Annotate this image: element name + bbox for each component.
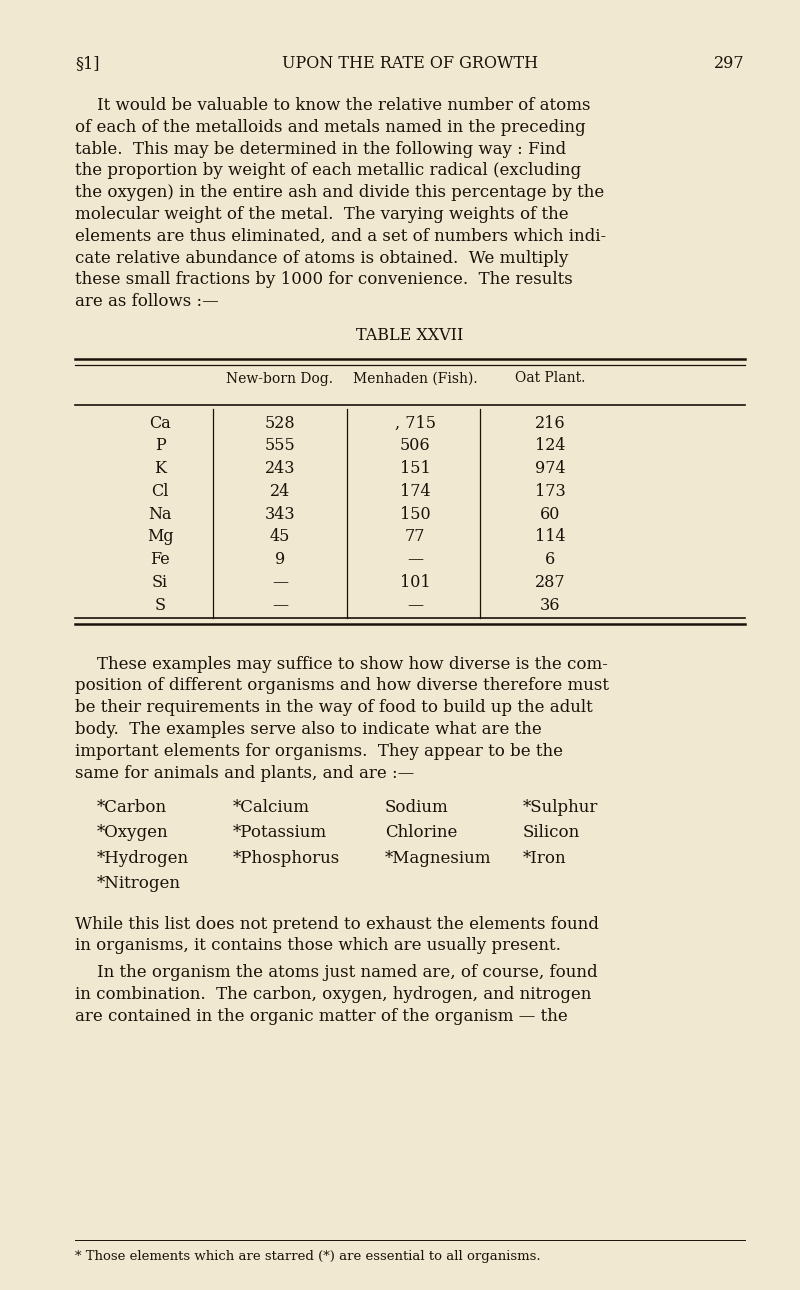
Text: Si: Si — [152, 574, 168, 591]
Text: Fe: Fe — [150, 551, 170, 569]
Text: While this list does not pretend to exhaust the elements found: While this list does not pretend to exha… — [75, 916, 599, 933]
Text: 216: 216 — [534, 414, 566, 431]
Text: elements are thus eliminated, and a set of numbers which indi-: elements are thus eliminated, and a set … — [75, 228, 606, 245]
Text: Chlorine: Chlorine — [385, 824, 458, 841]
Text: same for animals and plants, and are :—: same for animals and plants, and are :— — [75, 765, 414, 782]
Text: *Hydrogen: *Hydrogen — [97, 850, 189, 867]
Text: 555: 555 — [265, 437, 295, 454]
Text: These examples may suffice to show how diverse is the com-: These examples may suffice to show how d… — [97, 655, 608, 672]
Text: in organisms, it contains those which are usually present.: in organisms, it contains those which ar… — [75, 938, 561, 955]
Text: *Nitrogen: *Nitrogen — [97, 875, 181, 891]
Text: 114: 114 — [534, 529, 566, 546]
Text: In the organism the atoms just named are, of course, found: In the organism the atoms just named are… — [97, 964, 598, 982]
Text: 151: 151 — [400, 461, 430, 477]
Text: 297: 297 — [714, 55, 745, 72]
Text: *Oxygen: *Oxygen — [97, 824, 169, 841]
Text: Oat Plant.: Oat Plant. — [515, 372, 585, 386]
Text: 77: 77 — [405, 529, 426, 546]
Text: 974: 974 — [534, 461, 566, 477]
Text: are contained in the organic matter of the organism — the: are contained in the organic matter of t… — [75, 1007, 568, 1024]
Text: 150: 150 — [400, 506, 430, 522]
Text: 287: 287 — [534, 574, 566, 591]
Text: 243: 243 — [265, 461, 295, 477]
Text: *Phosphorus: *Phosphorus — [233, 850, 340, 867]
Text: It would be valuable to know the relative number of atoms: It would be valuable to know the relativ… — [97, 97, 590, 114]
Text: UPON THE RATE OF GROWTH: UPON THE RATE OF GROWTH — [282, 55, 538, 72]
Text: of each of the metalloids and metals named in the preceding: of each of the metalloids and metals nam… — [75, 119, 586, 135]
Text: 124: 124 — [534, 437, 566, 454]
Text: *Potassium: *Potassium — [233, 824, 327, 841]
Text: —: — — [407, 551, 423, 569]
Text: *Iron: *Iron — [523, 850, 566, 867]
Text: the oxygen) in the entire ash and divide this percentage by the: the oxygen) in the entire ash and divide… — [75, 184, 604, 201]
Text: P: P — [154, 437, 166, 454]
Text: * Those elements which are starred (*) are essential to all organisms.: * Those elements which are starred (*) a… — [75, 1250, 541, 1263]
Text: *Magnesium: *Magnesium — [385, 850, 491, 867]
Text: —: — — [407, 597, 423, 614]
Text: the proportion by weight of each metallic radical (excluding: the proportion by weight of each metalli… — [75, 163, 581, 179]
Text: Menhaden (Fish).: Menhaden (Fish). — [353, 372, 478, 386]
Text: *Calcium: *Calcium — [233, 799, 310, 815]
Text: 101: 101 — [400, 574, 430, 591]
Text: Sodium: Sodium — [385, 799, 449, 815]
Text: Na: Na — [148, 506, 172, 522]
Text: 60: 60 — [540, 506, 560, 522]
Text: 36: 36 — [540, 597, 560, 614]
Text: Silicon: Silicon — [523, 824, 580, 841]
Text: be their requirements in the way of food to build up the adult: be their requirements in the way of food… — [75, 699, 593, 716]
Text: 173: 173 — [534, 482, 566, 501]
Text: S: S — [154, 597, 166, 614]
Text: 174: 174 — [400, 482, 430, 501]
Text: position of different organisms and how diverse therefore must: position of different organisms and how … — [75, 677, 609, 694]
Text: K: K — [154, 461, 166, 477]
Text: *Sulphur: *Sulphur — [523, 799, 598, 815]
Text: Cl: Cl — [151, 482, 169, 501]
Text: table.  This may be determined in the following way : Find: table. This may be determined in the fol… — [75, 141, 566, 157]
Text: 9: 9 — [275, 551, 285, 569]
Text: *Carbon: *Carbon — [97, 799, 167, 815]
Text: molecular weight of the metal.  The varying weights of the: molecular weight of the metal. The varyi… — [75, 206, 569, 223]
Text: , 715: , 715 — [394, 414, 435, 431]
Text: —: — — [272, 574, 288, 591]
Text: 528: 528 — [265, 414, 295, 431]
Text: 24: 24 — [270, 482, 290, 501]
Text: Ca: Ca — [149, 414, 171, 431]
Text: are as follows :—: are as follows :— — [75, 293, 218, 310]
Text: in combination.  The carbon, oxygen, hydrogen, and nitrogen: in combination. The carbon, oxygen, hydr… — [75, 986, 591, 1002]
Text: 506: 506 — [400, 437, 430, 454]
Text: Mg: Mg — [146, 529, 174, 546]
Text: 45: 45 — [270, 529, 290, 546]
Text: §1]: §1] — [75, 55, 99, 72]
Text: 6: 6 — [545, 551, 555, 569]
Text: cate relative abundance of atoms is obtained.  We multiply: cate relative abundance of atoms is obta… — [75, 249, 568, 267]
Text: New-born Dog.: New-born Dog. — [226, 372, 334, 386]
Text: 343: 343 — [265, 506, 295, 522]
Text: important elements for organisms.  They appear to be the: important elements for organisms. They a… — [75, 743, 563, 760]
Text: —: — — [272, 597, 288, 614]
Text: body.  The examples serve also to indicate what are the: body. The examples serve also to indicat… — [75, 721, 542, 738]
Text: these small fractions by 1000 for convenience.  The results: these small fractions by 1000 for conven… — [75, 271, 573, 289]
Text: TABLE XXVII: TABLE XXVII — [356, 326, 464, 344]
